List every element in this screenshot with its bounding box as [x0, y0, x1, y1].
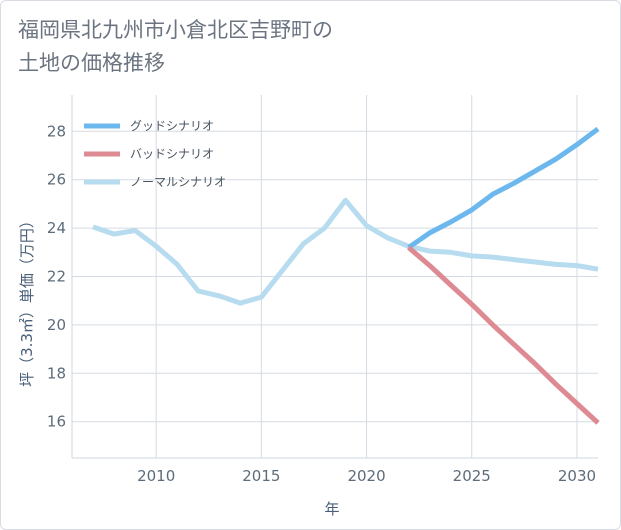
chart-title: 福岡県北九州市小倉北区吉野町の 土地の価格推移: [18, 14, 333, 80]
y-tick-label: 22: [47, 268, 66, 286]
x-tick-label: 2020: [347, 467, 385, 485]
x-tick-label: 2025: [453, 467, 491, 485]
legend-label: ノーマルシナリオ: [130, 175, 226, 189]
series-line-normal: [92, 197, 599, 306]
series-line-good: [407, 126, 600, 250]
series-line-bad: [406, 245, 600, 425]
legend-label: グッドシナリオ: [130, 119, 214, 133]
y-tick-label: 26: [47, 171, 66, 189]
x-tick-label: 2015: [242, 467, 280, 485]
y-tick-label: 24: [47, 219, 66, 237]
x-tick-label: 2030: [558, 467, 596, 485]
x-axis-label: 年: [324, 500, 339, 518]
title-line-2: 土地の価格推移: [18, 51, 165, 75]
y-tick-label: 18: [47, 364, 66, 382]
y-axis-label: 坪（3.3㎡）単価（万円）: [18, 213, 36, 387]
legend-label: バッドシナリオ: [130, 147, 214, 161]
x-tick-label: 2010: [137, 467, 175, 485]
y-tick-label: 28: [47, 122, 66, 140]
axis-ticks: 2010 2015 2020 2025 2030 16 18 20 22 24 26 28: [47, 122, 596, 485]
y-tick-label: 20: [47, 316, 66, 334]
grid-lines: [71, 95, 598, 459]
y-tick-label: 16: [47, 413, 66, 431]
title-line-1: 福岡県北九州市小倉北区吉野町の: [18, 18, 333, 42]
series-lines: [92, 126, 600, 425]
